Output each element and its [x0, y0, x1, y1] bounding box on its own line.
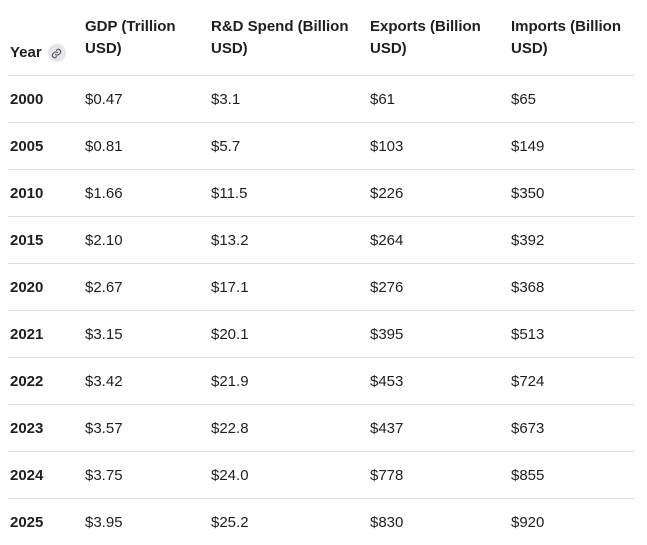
column-header-exports-line2: USD) — [370, 40, 407, 57]
rd-spend-cell: $25.2 — [209, 499, 368, 545]
column-header-imports-line2: USD) — [511, 40, 548, 57]
table-row: 2015 $2.10 $13.2 $264 $392 — [8, 217, 635, 264]
table-row: 2023 $3.57 $22.8 $437 $673 — [8, 405, 635, 452]
gdp-cell: $3.42 — [83, 358, 209, 405]
exports-cell: $61 — [368, 76, 509, 123]
gdp-cell: $3.95 — [83, 499, 209, 545]
column-header-gdp[interactable]: GDP (Trillion USD) — [83, 0, 209, 76]
rd-spend-cell: $11.5 — [209, 170, 368, 217]
year-cell: 2005 — [8, 123, 83, 170]
imports-cell: $513 — [509, 311, 635, 358]
exports-cell: $276 — [368, 264, 509, 311]
gdp-cell: $0.81 — [83, 123, 209, 170]
data-table-container: Year GDP (Trillion USD) R&D Spend — [0, 0, 647, 530]
rd-spend-cell: $21.9 — [209, 358, 368, 405]
rd-spend-cell: $24.0 — [209, 452, 368, 499]
table-row: 2022 $3.42 $21.9 $453 $724 — [8, 358, 635, 405]
imports-cell: $149 — [509, 123, 635, 170]
imports-cell: $350 — [509, 170, 635, 217]
column-header-rd-spend-line2: USD) — [211, 40, 248, 57]
exports-cell: $778 — [368, 452, 509, 499]
year-cell: 2010 — [8, 170, 83, 217]
year-cell: 2020 — [8, 264, 83, 311]
column-header-year[interactable]: Year — [8, 0, 83, 76]
column-header-rd-spend-line1: R&D Spend (Billion — [211, 18, 349, 35]
rd-spend-cell: $13.2 — [209, 217, 368, 264]
gdp-cell: $1.66 — [83, 170, 209, 217]
exports-cell: $264 — [368, 217, 509, 264]
gdp-cell: $2.67 — [83, 264, 209, 311]
gdp-cell: $3.57 — [83, 405, 209, 452]
exports-cell: $226 — [368, 170, 509, 217]
imports-cell: $392 — [509, 217, 635, 264]
table-row: 2025 $3.95 $25.2 $830 $920 — [8, 499, 635, 545]
rd-spend-cell: $20.1 — [209, 311, 368, 358]
table-row: 2000 $0.47 $3.1 $61 $65 — [8, 76, 635, 123]
column-header-exports[interactable]: Exports (Billion USD) — [368, 0, 509, 76]
column-header-year-label: Year — [10, 42, 42, 64]
economic-data-table: Year GDP (Trillion USD) R&D Spend — [8, 0, 635, 545]
year-cell: 2000 — [8, 76, 83, 123]
header-row: Year GDP (Trillion USD) R&D Spend — [8, 0, 635, 76]
exports-cell: $395 — [368, 311, 509, 358]
imports-cell: $920 — [509, 499, 635, 545]
rd-spend-cell: $3.1 — [209, 76, 368, 123]
gdp-cell: $3.75 — [83, 452, 209, 499]
year-header-content: Year — [10, 42, 66, 64]
year-cell: 2024 — [8, 452, 83, 499]
exports-cell: $437 — [368, 405, 509, 452]
year-cell: 2021 — [8, 311, 83, 358]
link-icon[interactable] — [48, 44, 66, 62]
exports-cell: $453 — [368, 358, 509, 405]
exports-cell: $830 — [368, 499, 509, 545]
column-header-rd-spend[interactable]: R&D Spend (Billion USD) — [209, 0, 368, 76]
year-cell: 2023 — [8, 405, 83, 452]
year-cell: 2022 — [8, 358, 83, 405]
year-cell: 2015 — [8, 217, 83, 264]
table-row: 2010 $1.66 $11.5 $226 $350 — [8, 170, 635, 217]
gdp-cell: $3.15 — [83, 311, 209, 358]
rd-spend-cell: $22.8 — [209, 405, 368, 452]
imports-cell: $724 — [509, 358, 635, 405]
year-cell: 2025 — [8, 499, 83, 545]
column-header-exports-line1: Exports (Billion — [370, 18, 481, 35]
rd-spend-cell: $5.7 — [209, 123, 368, 170]
column-header-imports[interactable]: Imports (Billion USD) — [509, 0, 635, 76]
imports-cell: $673 — [509, 405, 635, 452]
imports-cell: $65 — [509, 76, 635, 123]
gdp-cell: $0.47 — [83, 76, 209, 123]
column-header-imports-line1: Imports (Billion — [511, 18, 621, 35]
exports-cell: $103 — [368, 123, 509, 170]
table-body: 2000 $0.47 $3.1 $61 $65 2005 $0.81 $5.7 … — [8, 76, 635, 545]
table-row: 2021 $3.15 $20.1 $395 $513 — [8, 311, 635, 358]
imports-cell: $368 — [509, 264, 635, 311]
column-header-gdp-line1: GDP (Trillion — [85, 18, 176, 35]
table-row: 2020 $2.67 $17.1 $276 $368 — [8, 264, 635, 311]
column-header-gdp-line2: USD) — [85, 40, 122, 57]
table-header: Year GDP (Trillion USD) R&D Spend — [8, 0, 635, 76]
imports-cell: $855 — [509, 452, 635, 499]
gdp-cell: $2.10 — [83, 217, 209, 264]
rd-spend-cell: $17.1 — [209, 264, 368, 311]
table-row: 2005 $0.81 $5.7 $103 $149 — [8, 123, 635, 170]
table-row: 2024 $3.75 $24.0 $778 $855 — [8, 452, 635, 499]
